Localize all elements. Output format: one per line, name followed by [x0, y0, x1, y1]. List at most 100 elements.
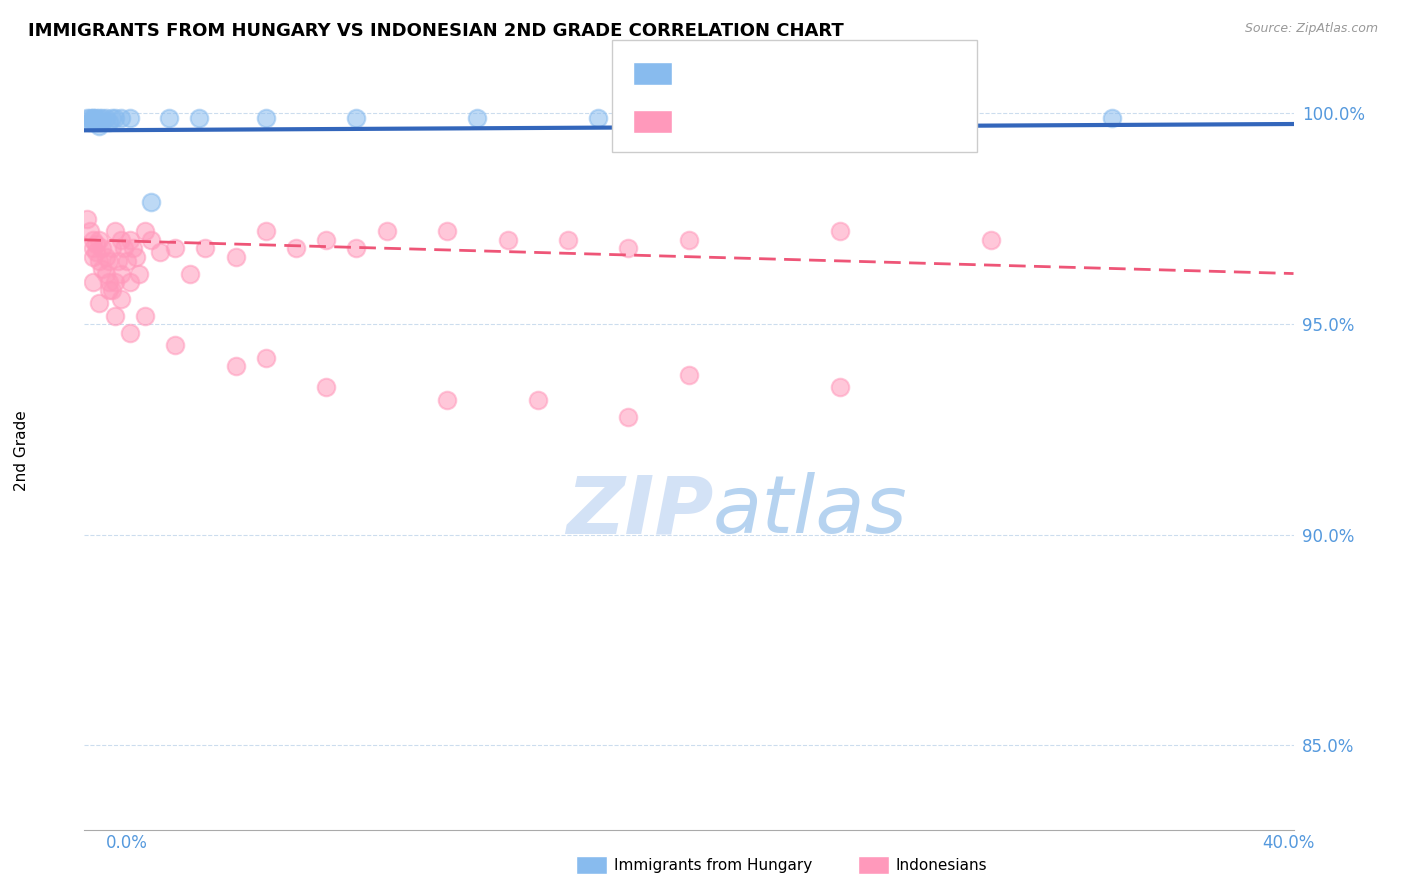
Point	[79, 115, 101, 129]
Point	[94, 267, 117, 281]
Point	[436, 392, 458, 407]
Point	[254, 351, 277, 365]
Point	[139, 233, 162, 247]
Point	[346, 111, 368, 125]
Point	[89, 296, 111, 310]
Point	[82, 275, 104, 289]
Point	[225, 359, 247, 374]
Point	[97, 275, 120, 289]
Point	[115, 253, 138, 268]
Point	[104, 275, 127, 289]
Point	[110, 267, 132, 281]
Text: R =: R =	[686, 64, 717, 82]
Text: IMMIGRANTS FROM HUNGARY VS INDONESIAN 2ND GRADE CORRELATION CHART: IMMIGRANTS FROM HUNGARY VS INDONESIAN 2N…	[28, 22, 844, 40]
Point	[149, 245, 172, 260]
Point	[315, 233, 337, 247]
Point	[82, 241, 104, 255]
Point	[1101, 111, 1123, 125]
Point	[82, 250, 104, 264]
Point	[165, 241, 187, 255]
Point	[678, 233, 700, 247]
Point	[134, 224, 156, 238]
Point	[194, 241, 217, 255]
Point	[118, 111, 141, 125]
Point	[86, 237, 108, 252]
Text: R =: R =	[686, 112, 717, 130]
Point	[678, 368, 700, 382]
Point	[315, 380, 337, 394]
Point	[188, 111, 211, 125]
Text: atlas: atlas	[713, 472, 908, 550]
Y-axis label: 2nd Grade: 2nd Grade	[14, 410, 28, 491]
Point	[617, 241, 640, 255]
Point	[436, 224, 458, 238]
Point	[678, 111, 700, 125]
Point	[89, 233, 111, 247]
Point	[100, 284, 122, 298]
Point	[467, 111, 489, 125]
Point	[97, 284, 120, 298]
Point	[110, 292, 132, 306]
Point	[91, 115, 114, 129]
Point	[89, 119, 111, 133]
Text: N = 28: N = 28	[801, 64, 863, 82]
Text: Indonesians: Indonesians	[896, 858, 987, 872]
Point	[285, 241, 308, 255]
Point	[104, 111, 127, 125]
Point	[496, 233, 519, 247]
Point	[89, 111, 111, 125]
Point	[110, 111, 132, 125]
Text: 0.0%: 0.0%	[105, 834, 148, 852]
Point	[830, 224, 852, 238]
Point	[94, 250, 117, 264]
Point	[82, 233, 104, 247]
Point	[97, 115, 120, 129]
Point	[110, 233, 132, 247]
Point	[157, 111, 180, 125]
Point	[76, 211, 98, 226]
Point	[79, 224, 101, 238]
Point	[118, 326, 141, 340]
Text: -0.100: -0.100	[734, 112, 793, 130]
Point	[134, 309, 156, 323]
Point	[86, 115, 108, 129]
Point	[104, 309, 127, 323]
Point	[165, 338, 187, 352]
Point	[125, 250, 148, 264]
Point	[104, 224, 127, 238]
Text: Immigrants from Hungary: Immigrants from Hungary	[614, 858, 813, 872]
Point	[89, 253, 111, 268]
Point	[86, 111, 108, 125]
Point	[225, 250, 247, 264]
Point	[112, 241, 135, 255]
Point	[527, 392, 550, 407]
Text: 40.0%: 40.0%	[1263, 834, 1315, 852]
Point	[121, 241, 143, 255]
Point	[91, 111, 114, 125]
Point	[91, 262, 114, 277]
Point	[100, 241, 122, 255]
Point	[118, 275, 141, 289]
Point	[82, 111, 104, 125]
Point	[375, 224, 398, 238]
Point	[254, 111, 277, 125]
Point	[557, 233, 579, 247]
Text: N = 65: N = 65	[808, 112, 870, 130]
Point	[94, 111, 117, 125]
Point	[107, 253, 129, 268]
Point	[179, 267, 201, 281]
Point	[82, 115, 104, 129]
Point	[91, 241, 114, 255]
Point	[86, 245, 108, 260]
Point	[830, 380, 852, 394]
Text: Source: ZipAtlas.com: Source: ZipAtlas.com	[1244, 22, 1378, 36]
Point	[79, 111, 101, 125]
Point	[128, 267, 150, 281]
Text: 0.265: 0.265	[734, 64, 786, 82]
Point	[89, 115, 111, 129]
Point	[139, 194, 162, 209]
Point	[118, 233, 141, 247]
Point	[254, 224, 277, 238]
Point	[980, 233, 1002, 247]
Point	[617, 409, 640, 424]
